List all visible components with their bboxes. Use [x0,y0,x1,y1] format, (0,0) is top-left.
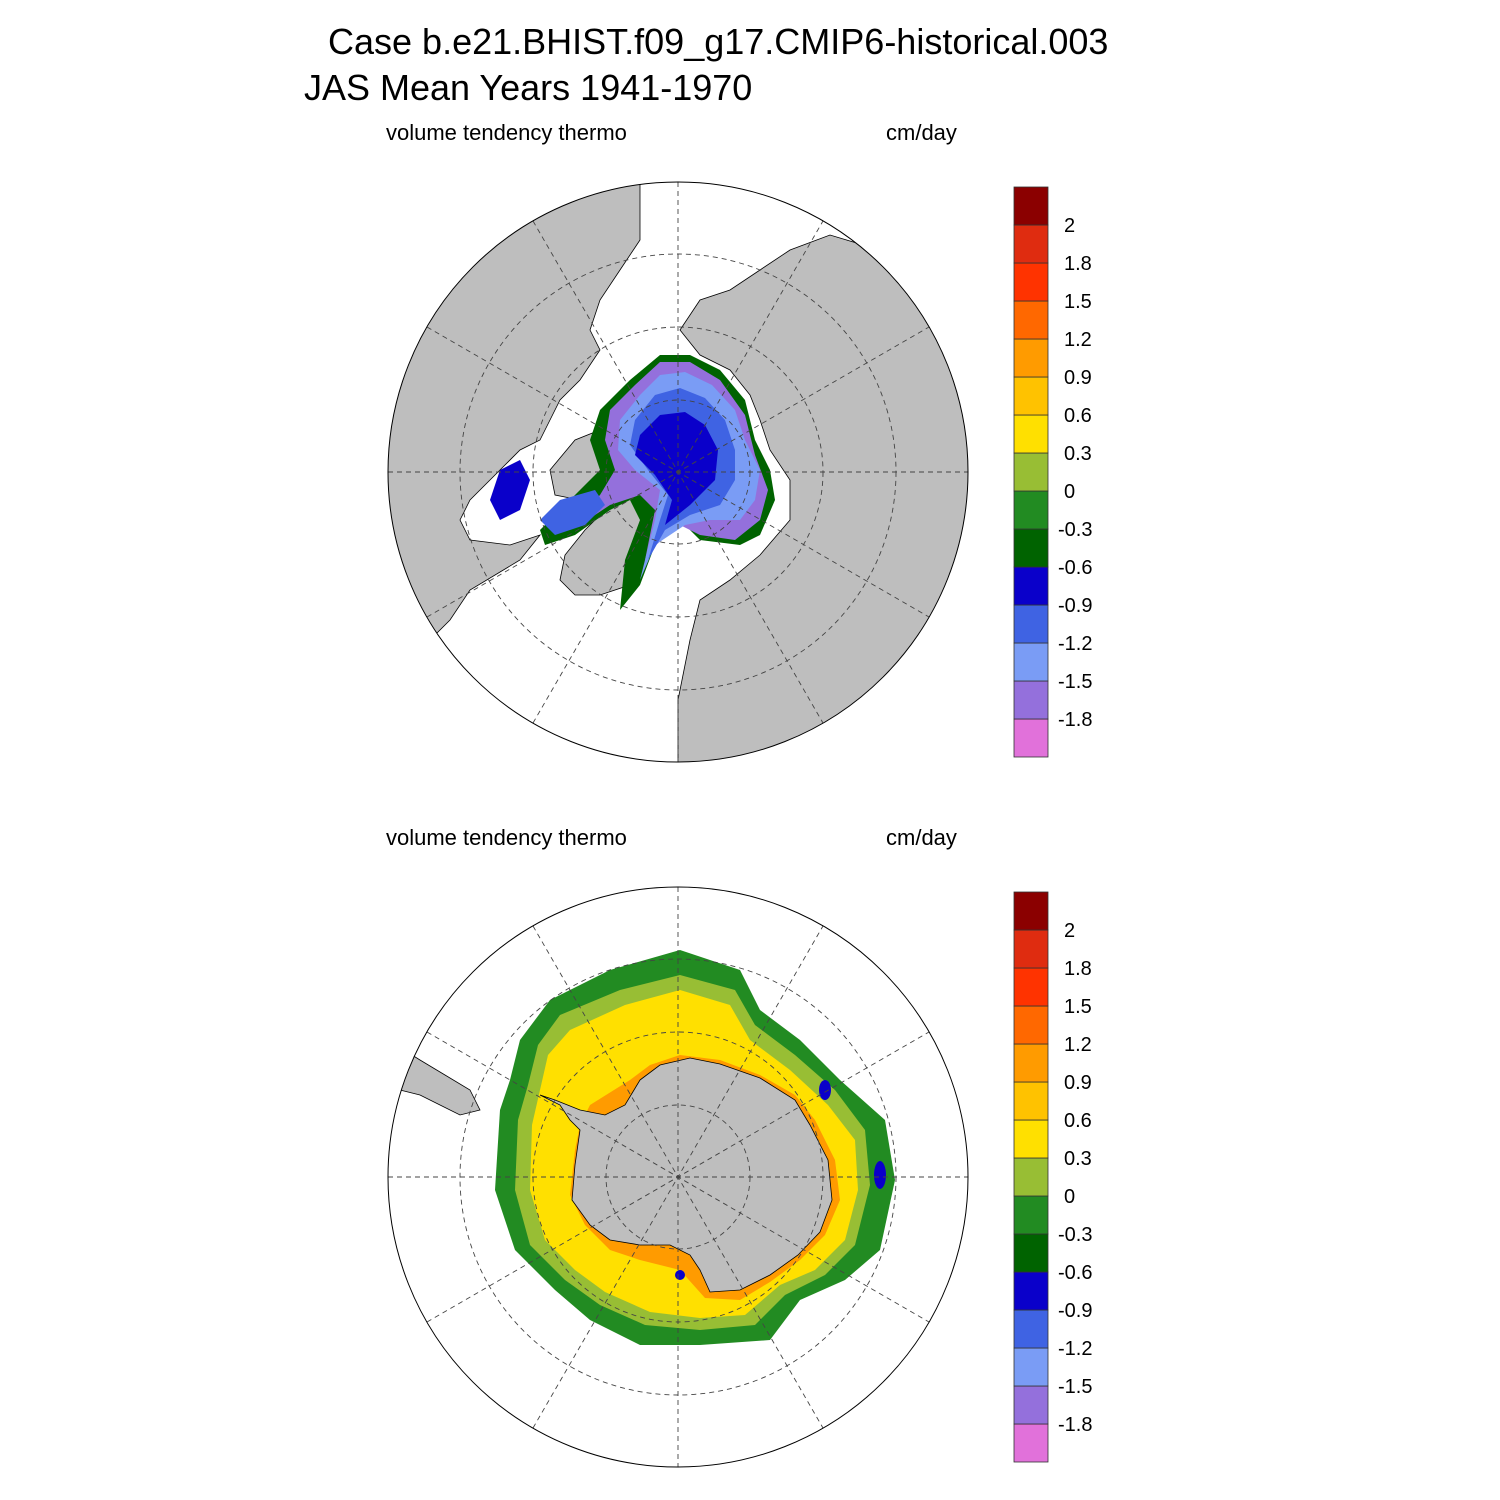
panel1-variable-label: volume tendency thermo [386,120,627,145]
colorbar2-swatch-1 [1013,1385,1049,1425]
colorbar2-swatch-12 [1013,967,1049,1007]
colorbar1-label-4: -0.6 [1058,557,1092,579]
hudson-bay-contour [540,490,605,535]
colorbar1-label-8: 0.6 [1064,405,1092,427]
colorbar2-label-11: 1.5 [1064,996,1092,1018]
north-map-content [388,182,968,762]
baffin-bay-contour [490,460,530,520]
colorbar2-swatch-3 [1013,1309,1049,1349]
colorbar2-swatch-14 [1013,891,1049,931]
south-negative-patch-east [874,1161,886,1189]
figure-title-season: JAS Mean Years 1941-1970 [304,67,753,108]
colorbar2-label-4: -0.6 [1058,1262,1092,1284]
colorbar1-swatch-13 [1013,224,1049,264]
north-america-land [388,182,641,681]
colorbar2-swatch-5 [1013,1233,1049,1273]
colorbar1-label-9: 0.9 [1064,367,1092,389]
colorbar1-label-10: 1.2 [1064,329,1092,351]
colorbar1-swatch-11 [1013,300,1049,340]
colorbar2-swatch-9 [1013,1081,1049,1121]
colorbar1-swatch-12 [1013,262,1049,302]
colorbar1-swatch-3 [1013,604,1049,644]
colorbar1-label-3: -0.9 [1058,595,1092,617]
colorbar1-swatch-9 [1013,376,1049,416]
colorbar2-label-12: 1.8 [1064,958,1092,980]
north-graticule [388,182,968,762]
figure-title-case: Case b.e21.BHIST.f09_g17.CMIP6-historica… [328,21,1109,62]
north-map-border [387,181,969,763]
colorbar2-label-13: 2 [1064,920,1075,942]
panel2-variable-label: volume tendency thermo [386,825,627,850]
colorbar2-label-5: -0.3 [1058,1224,1092,1246]
colorbar1-label-12: 1.8 [1064,253,1092,275]
colorbar1-swatch-0 [1013,718,1049,758]
colorbar1-label-2: -1.2 [1058,633,1092,655]
colorbar2-swatch-8 [1013,1119,1049,1159]
colorbar2-swatch-4 [1013,1271,1049,1311]
colorbar1-label-0: -1.8 [1058,709,1092,731]
colorbar1-label-5: -0.3 [1058,519,1092,541]
colorbar1-label-11: 1.5 [1064,291,1092,313]
south-graticule [388,887,968,1467]
colorbar1-label-13: 2 [1064,215,1075,237]
south-map-border [387,886,969,1468]
south-negative-patch-northeast [819,1080,831,1100]
colorbar2-swatch-0 [1013,1423,1049,1463]
colorbar2-swatch-6 [1013,1195,1049,1235]
south-negative-patch-ross [675,1270,685,1280]
colorbar1-swatch-10 [1013,338,1049,378]
colorbar1-swatch-8 [1013,414,1049,454]
colorbar2-swatch-10 [1013,1043,1049,1083]
colorbar1-label-6: 0 [1064,481,1075,503]
antarctica-land [539,1057,833,1293]
colorbar2-label-6: 0 [1064,1186,1075,1208]
colorbar2-label-8: 0.6 [1064,1110,1092,1132]
panel2-units-label: cm/day [886,825,957,850]
colorbar1-swatch-1 [1013,680,1049,720]
colorbar2-swatch-7 [1013,1157,1049,1197]
colorbar2-swatch-2 [1013,1347,1049,1387]
colorbar2-label-2: -1.2 [1058,1338,1092,1360]
colorbar1-swatch-5 [1013,528,1049,568]
colorbar1-swatch-6 [1013,490,1049,530]
colorbar1-swatch-4 [1013,566,1049,606]
colorbar2-label-1: -1.5 [1058,1376,1092,1398]
colorbar1-label-1: -1.5 [1058,671,1092,693]
colorbar2-label-7: 0.3 [1064,1148,1092,1170]
colorbar2-swatch-11 [1013,1005,1049,1045]
north-ice-core-contour [635,412,718,525]
colorbar1-label-7: 0.3 [1064,443,1092,465]
colorbar2-label-9: 0.9 [1064,1072,1092,1094]
colorbar1-swatch-2 [1013,642,1049,682]
colorbar1-swatch-14 [1013,186,1049,226]
colorbar2-swatch-13 [1013,929,1049,969]
colorbar2-label-10: 1.2 [1064,1034,1092,1056]
colorbar2-label-3: -0.9 [1058,1300,1092,1322]
colorbar2-label-0: -1.8 [1058,1414,1092,1436]
panel1-units-label: cm/day [886,120,957,145]
colorbar1-swatch-7 [1013,452,1049,492]
south-map-content [388,887,968,1467]
